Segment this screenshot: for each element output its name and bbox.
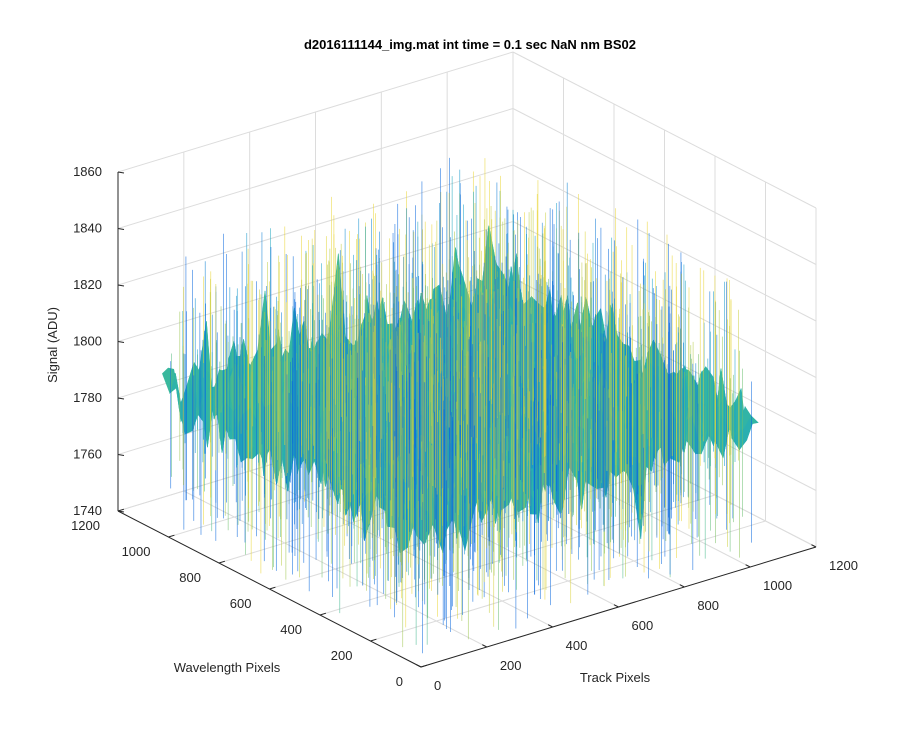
x-tick	[482, 644, 488, 648]
grid-line	[117, 108, 514, 229]
z-tick	[117, 284, 125, 287]
x-tick	[547, 624, 553, 628]
y-tick-label: 800	[179, 570, 201, 585]
z-tick-label: 1820	[73, 277, 102, 292]
y-tick	[269, 586, 276, 590]
z-tick-label: 1840	[73, 221, 102, 236]
z-tick	[117, 171, 125, 174]
z-tick	[117, 228, 125, 230]
grid-line	[117, 164, 514, 286]
grid-line	[117, 221, 514, 342]
z-tick-label: 1860	[73, 164, 102, 179]
z-tick-label: 1800	[73, 334, 102, 349]
x-tick-label: 0	[434, 678, 441, 693]
chart-title: d2016111144_img.mat int time = 0.1 sec N…	[304, 37, 636, 52]
x-tick-label: 1000	[763, 578, 792, 593]
x-tick	[613, 604, 619, 608]
x-tick	[679, 584, 685, 588]
y-tick-label: 400	[280, 622, 302, 637]
y-axis-label: Wavelength Pixels	[174, 660, 281, 675]
x-tick-label: 400	[566, 638, 588, 653]
y-tick-label: 200	[331, 648, 353, 663]
axes	[117, 171, 817, 668]
surface-mesh	[162, 157, 759, 654]
grid-line	[512, 108, 817, 265]
x-tick-label: 200	[500, 658, 522, 673]
y-tick	[370, 638, 377, 642]
y-tick-label: 600	[230, 596, 252, 611]
z-tick-label: 1740	[73, 503, 102, 518]
grid-line	[512, 51, 817, 209]
x-axis-label: Track Pixels	[580, 670, 651, 685]
y-tick	[319, 612, 327, 616]
x-tick	[416, 664, 422, 668]
grid-line	[512, 164, 817, 322]
x-tick-label: 1200	[829, 558, 858, 573]
z-tick	[117, 341, 125, 343]
tick-labels: 1740 1760 1780 1800 1820 1840 1860 0 200 400 600 80…	[71, 164, 858, 693]
y-tick	[168, 534, 175, 538]
grid-line	[117, 51, 514, 173]
z-tick-label: 1760	[73, 447, 102, 462]
x-tick	[745, 564, 751, 568]
y-tick	[218, 560, 226, 564]
x-tick-label: 600	[632, 618, 654, 633]
z-tick-label: 1780	[73, 390, 102, 405]
z-tick	[117, 454, 125, 456]
y-tick-label: 1000	[122, 544, 151, 559]
x-tick	[811, 544, 817, 548]
y-tick-label: 0	[396, 674, 403, 689]
grid-line	[512, 221, 817, 378]
z-axis-label: Signal (ADU)	[45, 307, 60, 383]
y-tick	[420, 664, 428, 668]
y-tick	[117, 508, 125, 512]
y-tick-label: 1200	[71, 518, 100, 533]
x-tick-label: 800	[697, 598, 719, 613]
z-tick	[117, 397, 125, 400]
